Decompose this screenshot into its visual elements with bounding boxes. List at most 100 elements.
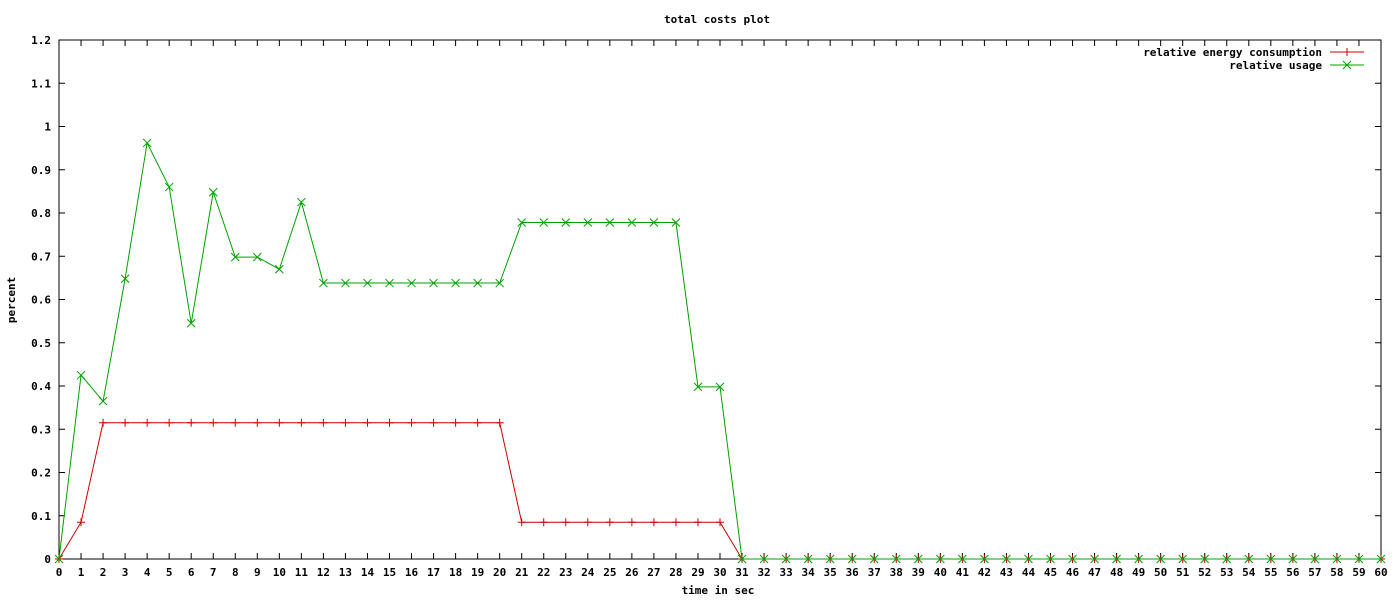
axis-ticks: 00.10.20.30.40.50.60.70.80.911.11.20 1 2 3 4…: [31, 34, 1388, 579]
data-point: [671, 218, 681, 227]
x-tick-label: 17: [427, 566, 440, 579]
x-tick-label: 24: [581, 566, 595, 579]
data-point: [583, 218, 593, 227]
data-point: [164, 182, 174, 192]
y-tick-label: 0.7: [31, 250, 51, 263]
data-point: [385, 278, 394, 288]
legend-label: relative usage: [1229, 59, 1322, 72]
x-tick-label: 53: [1220, 566, 1233, 579]
data-point: [1354, 554, 1364, 564]
x-tick-label: 51: [1176, 566, 1190, 579]
x-tick-label: 43: [1000, 566, 1013, 579]
data-point: [759, 554, 769, 564]
x-tick-label: 60: [1374, 566, 1387, 579]
x-tick-label: 22: [537, 566, 550, 579]
data-point: [1002, 554, 1011, 564]
x-tick-label: 9: [254, 566, 261, 579]
x-axis-label: time in sec: [682, 584, 755, 597]
data-point: [913, 554, 923, 564]
legend-marker: [1342, 60, 1352, 70]
x-tick-label: 27: [647, 566, 660, 579]
x-tick-label: 26: [625, 566, 639, 579]
x-tick-label: 46: [1066, 566, 1080, 579]
data-point: [451, 278, 460, 288]
x-tick-label: 56: [1286, 566, 1300, 579]
x-tick-label: 21: [515, 566, 529, 579]
data-point: [1266, 554, 1276, 564]
x-tick-label: 42: [978, 566, 991, 579]
data-point: [1222, 554, 1232, 564]
data-point: [1310, 554, 1320, 564]
x-tick-label: 13: [339, 566, 352, 579]
y-tick-label: 0.2: [31, 467, 51, 480]
x-tick-label: 37: [868, 566, 881, 579]
data-point: [737, 554, 747, 564]
data-point: [495, 278, 505, 288]
data-point: [253, 418, 262, 427]
x-tick-label: 11: [295, 566, 309, 579]
data-point: [319, 418, 328, 427]
x-tick-label: 32: [757, 566, 770, 579]
x-tick-label: 29: [691, 566, 704, 579]
y-axis-label: percent: [5, 277, 18, 323]
data-point: [1112, 554, 1121, 564]
x-tick-label: 25: [603, 566, 616, 579]
y-tick-label: 0.1: [31, 510, 51, 523]
x-tick-label: 59: [1352, 566, 1365, 579]
data-point: [252, 252, 262, 262]
legend-label: relative energy consumption: [1143, 46, 1322, 59]
data-point: [716, 518, 724, 527]
data-point: [649, 518, 658, 527]
x-tick-label: 41: [956, 566, 970, 579]
plot-frame: [58, 39, 1382, 560]
data-point: [231, 418, 240, 427]
data-point: [208, 187, 218, 197]
x-tick-label: 34: [802, 566, 816, 579]
x-tick-label: 2: [100, 566, 107, 579]
data-point: [274, 264, 284, 274]
data-point: [363, 418, 372, 427]
data-point: [319, 278, 328, 288]
data-point: [693, 382, 703, 392]
x-tick-label: 19: [471, 566, 484, 579]
data-point: [98, 396, 108, 406]
y-tick-label: 0.8: [31, 207, 51, 220]
x-tick-label: 6: [188, 566, 195, 579]
x-tick-label: 36: [846, 566, 860, 579]
data-point: [1068, 554, 1077, 564]
x-tick-label: 40: [934, 566, 947, 579]
legend-marker: [1343, 48, 1351, 56]
data-point: [54, 554, 64, 564]
data-point: [517, 518, 526, 527]
data-point: [1024, 554, 1033, 564]
x-tick-label: 3: [122, 566, 129, 579]
data-point: [1288, 554, 1298, 564]
x-tick-label: 33: [779, 566, 792, 579]
x-tick-label: 8: [232, 566, 239, 579]
x-tick-label: 38: [890, 566, 903, 579]
x-tick-label: 15: [383, 566, 396, 579]
data-point: [142, 138, 152, 148]
x-tick-label: 30: [713, 566, 726, 579]
data-point: [230, 252, 240, 262]
x-tick-label: 44: [1022, 566, 1036, 579]
data-point: [847, 554, 857, 564]
data-point: [186, 318, 196, 328]
data-point: [605, 218, 615, 227]
x-tick-label: 54: [1242, 566, 1256, 579]
x-tick-label: 58: [1330, 566, 1343, 579]
data-point: [561, 518, 570, 527]
data-point: [715, 382, 725, 392]
x-tick-label: 10: [273, 566, 286, 579]
data-point: [1090, 554, 1099, 564]
x-tick-label: 49: [1132, 566, 1145, 579]
data-point: [407, 418, 416, 427]
data-point: [1332, 554, 1342, 564]
series-line-usage: [58, 141, 1381, 560]
y-tick-label: 1.2: [31, 34, 51, 47]
x-tick-label: 7: [210, 566, 217, 579]
data-point: [275, 418, 284, 427]
x-tick-label: 28: [669, 566, 682, 579]
data-point: [429, 418, 438, 427]
